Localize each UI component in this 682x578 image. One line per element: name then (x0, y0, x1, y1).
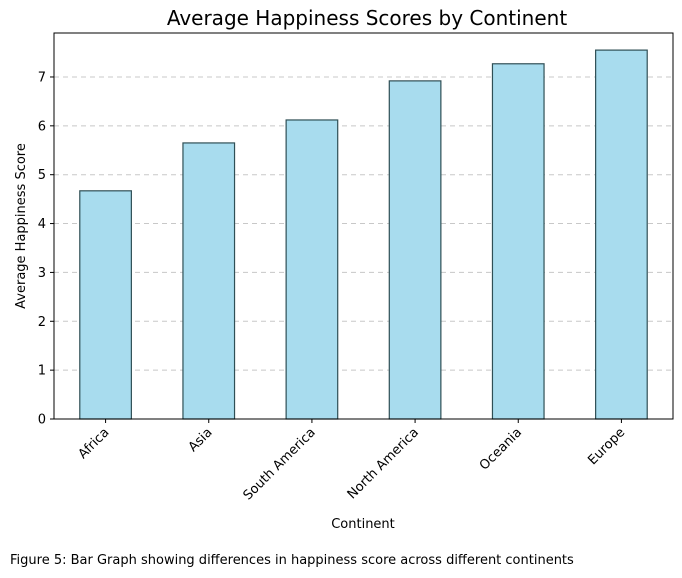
x-tick-label: Africa (76, 425, 113, 462)
x-tick-label: Oceania (477, 425, 525, 473)
bar-oceania (491, 63, 545, 420)
x-tick-label: North America (345, 425, 422, 502)
bar-africa (79, 190, 132, 420)
y-gridlines (54, 76, 673, 371)
bar-north-america (388, 80, 442, 420)
bar-asia (182, 142, 236, 420)
y-tick-label: 2 (38, 315, 46, 330)
figure-caption: Figure 5: Bar Graph showing differences … (10, 553, 574, 568)
x-axis: Africa Asia South America North America Ocea… (76, 419, 628, 503)
y-axis-label: Average Happiness Score (14, 143, 29, 309)
y-tick-label: 4 (38, 217, 46, 232)
y-tick-label: 1 (38, 364, 46, 379)
bar-south-america (285, 119, 339, 420)
y-tick-label: 0 (38, 413, 46, 428)
x-axis-label: Continent (331, 517, 395, 532)
y-tick-label: 3 (38, 266, 46, 281)
bar-europe (595, 49, 648, 420)
x-tick-label: Asia (186, 425, 216, 455)
x-tick-label: Europe (585, 425, 628, 468)
chart-title: Average Happiness Scores by Continent (167, 6, 568, 30)
y-axis: 0 1 2 3 4 5 6 7 (38, 70, 54, 428)
plot-frame (53, 32, 674, 420)
y-tick-label: 5 (38, 168, 46, 183)
x-tick-label: South America (241, 425, 319, 503)
y-tick-label: 7 (38, 70, 46, 85)
y-tick-label: 6 (38, 119, 46, 134)
bars (79, 49, 648, 420)
